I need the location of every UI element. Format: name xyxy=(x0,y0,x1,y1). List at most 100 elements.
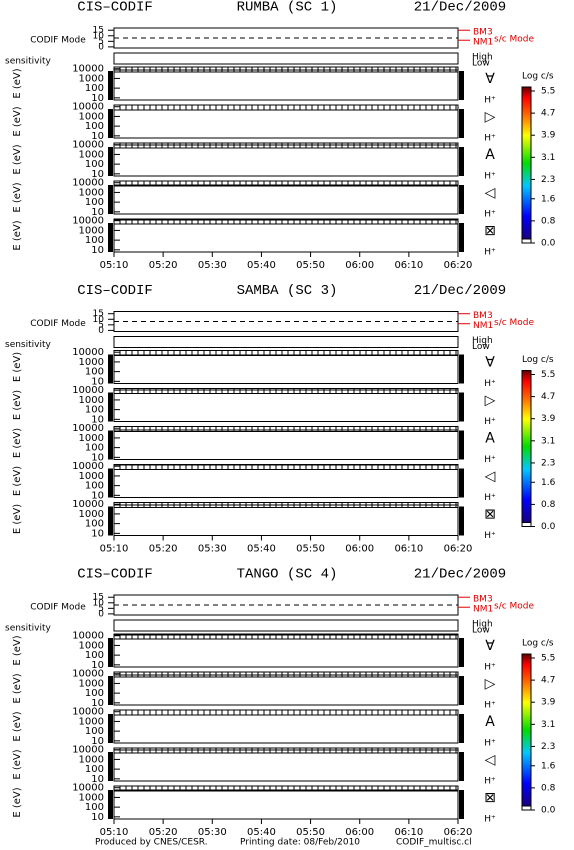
right-ticks xyxy=(459,71,464,100)
left-ticks xyxy=(108,676,113,705)
energy-tick-label: 100 xyxy=(85,726,104,737)
mode-legend: s/c Mode xyxy=(494,602,535,612)
direction: A xyxy=(485,431,495,447)
mode-legend: s/c Mode xyxy=(494,35,535,45)
top-strip xyxy=(113,66,459,73)
x-tick-label: 05:50 xyxy=(296,827,325,838)
right-ticks xyxy=(459,354,464,384)
energy-tick-label: 1000 xyxy=(79,716,104,727)
mode-tick-label: 15 xyxy=(93,26,104,36)
colorbar-tick-label: 3.9 xyxy=(541,414,556,424)
x-tick-label: 06:00 xyxy=(345,260,374,271)
energy-tick-label: 1000 xyxy=(79,433,104,444)
x-tick-label: 05:40 xyxy=(247,260,276,271)
energy-tick-label: 10 xyxy=(91,660,104,671)
mode-name: NM1 xyxy=(473,321,493,331)
mode-tick-label: 5 xyxy=(98,320,104,330)
colorbar-tick-label: 0.0 xyxy=(541,522,556,532)
instrument: CIS–CODIF xyxy=(77,0,153,16)
direction: ▷ xyxy=(485,676,496,692)
date: 21/Dec/2009 xyxy=(414,283,506,299)
x-tick-label: 06:20 xyxy=(444,544,473,555)
energy-tick-label: 1000 xyxy=(79,111,104,122)
right-ticks xyxy=(459,223,464,252)
energy-axis-label: E (eV) xyxy=(12,220,23,250)
direction: ⊠ xyxy=(484,790,496,806)
energy-tick-label: 10 xyxy=(91,736,104,747)
colorbar-tick-label: 3.9 xyxy=(541,131,556,141)
direction: ◁ xyxy=(485,469,496,485)
sensitivity-panel xyxy=(113,336,459,348)
mode-name: BM3 xyxy=(473,595,493,605)
right-ticks xyxy=(459,790,464,819)
energy-axis-label: E (eV) xyxy=(12,68,23,98)
colorbar-tick-label: 3.9 xyxy=(541,698,556,708)
energy-tick-label: 10 xyxy=(91,131,104,142)
energy-tick-label: 10000 xyxy=(72,140,104,151)
footer-text: Printing date: 08/Feb/2010 xyxy=(240,838,360,848)
species: H⁺ xyxy=(484,248,496,258)
direction: A xyxy=(485,714,495,730)
energy-axis-label: E (eV) xyxy=(12,504,23,534)
energy-tick-label: 100 xyxy=(85,650,104,661)
species: H⁺ xyxy=(484,379,496,389)
right-ticks xyxy=(459,752,464,781)
energy-tick-label: 100 xyxy=(85,405,104,416)
colorbar-tick-label: 3.1 xyxy=(541,720,555,730)
species: H⁺ xyxy=(484,739,496,749)
top-strip xyxy=(113,142,459,149)
energy-axis-label: E (eV) xyxy=(12,144,23,174)
date: 21/Dec/2009 xyxy=(414,0,506,16)
colorbar-title: Log c/s xyxy=(522,639,554,649)
top-strip xyxy=(113,747,459,754)
mode-name: NM1 xyxy=(473,38,493,48)
direction: ◁ xyxy=(485,752,496,768)
sensitivity-level: High xyxy=(472,53,493,63)
colorbar-tick-label: 0.8 xyxy=(541,783,556,793)
energy-tick-label: 1000 xyxy=(79,149,104,160)
left-ticks xyxy=(108,223,113,252)
sensitivity-label: sensitivity xyxy=(5,624,52,634)
mode-tick-label: 0 xyxy=(98,609,104,619)
mode-tick-label: 10 xyxy=(93,598,105,608)
top-strip xyxy=(113,218,459,225)
sensitivity-label: sensitivity xyxy=(5,57,52,67)
x-tick-label: 05:10 xyxy=(100,260,129,271)
energy-tick-label: 100 xyxy=(85,121,104,132)
energy-tick-label: 100 xyxy=(85,197,104,208)
colorbar-tick-label: 0.0 xyxy=(541,239,556,249)
energy-tick-label: 100 xyxy=(85,367,104,378)
direction: ▷ xyxy=(485,109,496,125)
x-tick-label: 06:00 xyxy=(345,544,374,555)
sensitivity-level: High xyxy=(472,336,493,346)
energy-tick-label: 10 xyxy=(91,812,104,823)
left-ticks xyxy=(108,790,113,819)
top-strip xyxy=(113,633,459,640)
colorbar-tick-label: 0.8 xyxy=(541,216,556,226)
footer-text: Produced by CNES/CESR. xyxy=(95,838,208,848)
colorbar-tick-label: 1.6 xyxy=(541,478,556,488)
mode-tick-label: 10 xyxy=(93,31,105,41)
x-tick-label: 05:10 xyxy=(100,827,129,838)
energy-tick-label: 10000 xyxy=(72,461,104,472)
right-ticks xyxy=(459,638,464,667)
species: H⁺ xyxy=(484,701,496,711)
energy-tick-label: 1000 xyxy=(79,471,104,482)
x-tick-label: 06:10 xyxy=(394,260,423,271)
energy-tick-label: 1000 xyxy=(79,640,104,651)
mode-tick-label: 0 xyxy=(98,326,104,336)
direction: ∀ xyxy=(485,355,495,371)
energy-tick-label: 10000 xyxy=(72,631,104,642)
species: H⁺ xyxy=(484,455,496,465)
right-ticks xyxy=(459,468,464,498)
right-ticks xyxy=(459,147,464,176)
species: H⁺ xyxy=(484,417,496,427)
energy-axis-label: E (eV) xyxy=(12,428,23,458)
colorbar-tick-label: 1.6 xyxy=(541,194,556,204)
colorbar-tick-label: 4.7 xyxy=(541,676,555,686)
colorbar-tick-label: 5.5 xyxy=(541,654,555,664)
energy-axis-label: E (eV) xyxy=(12,749,23,779)
energy-axis-label: E (eV) xyxy=(12,635,23,665)
left-ticks xyxy=(108,147,113,176)
top-strip xyxy=(113,464,459,470)
